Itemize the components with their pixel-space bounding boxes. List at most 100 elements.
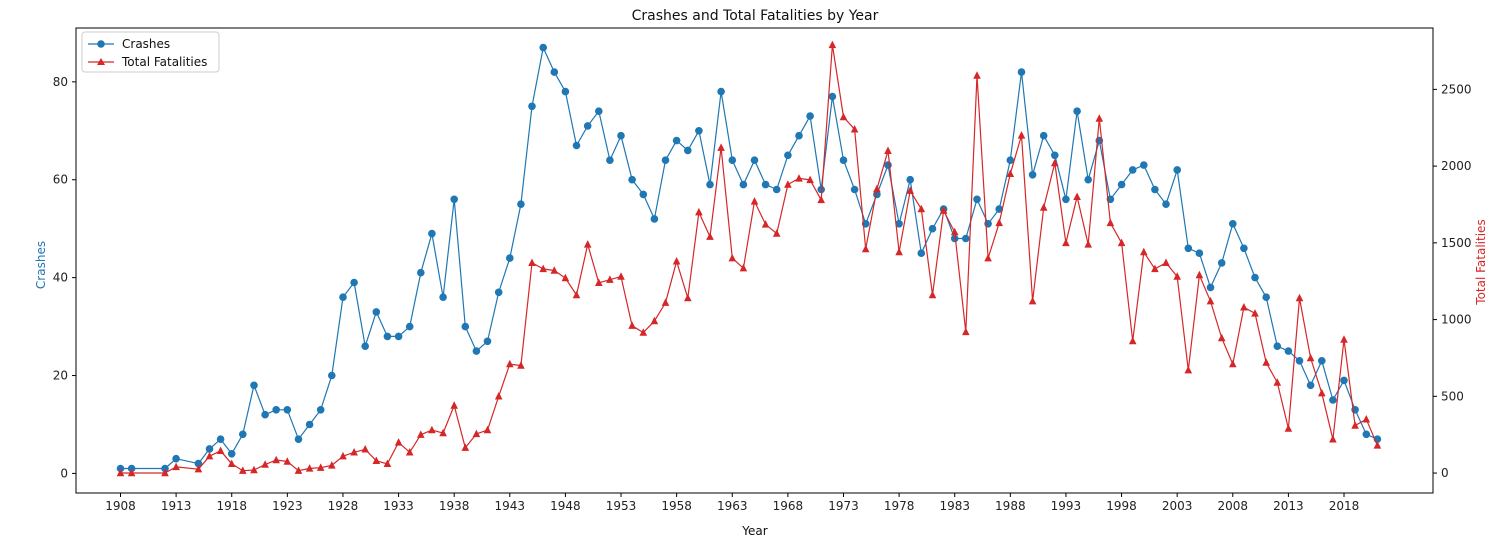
x-tick-label: 1978 bbox=[884, 499, 915, 513]
crashes-point bbox=[494, 288, 503, 297]
fatalities-point bbox=[1273, 378, 1282, 386]
crashes-point bbox=[650, 215, 659, 223]
crashes-point bbox=[817, 185, 825, 194]
fatalities-point bbox=[1017, 131, 1026, 139]
fatalities-point bbox=[628, 321, 636, 329]
x-tick-label: 1983 bbox=[939, 499, 970, 513]
crashes-point bbox=[672, 136, 681, 145]
fatalities-point bbox=[995, 218, 1003, 227]
crashes-point bbox=[1362, 430, 1371, 439]
crashes-point bbox=[1028, 171, 1037, 179]
crashes-point bbox=[850, 185, 859, 194]
fatalities-point bbox=[1251, 309, 1259, 317]
crashes-point bbox=[472, 347, 481, 355]
fatalities-point bbox=[1262, 358, 1270, 366]
fatalities-point bbox=[1062, 238, 1070, 247]
crashes-point bbox=[1318, 357, 1326, 365]
crashes-point bbox=[1151, 185, 1159, 194]
crashes-point bbox=[917, 249, 926, 257]
crashes-point bbox=[316, 406, 325, 414]
crashes-point bbox=[1229, 220, 1237, 228]
fatalities-point bbox=[1117, 238, 1126, 247]
fatalities-point bbox=[661, 298, 670, 306]
legend-fatalities-marker bbox=[97, 58, 105, 65]
plot-area bbox=[116, 40, 1382, 477]
crashes-point bbox=[595, 107, 603, 115]
crashes-point bbox=[383, 332, 392, 341]
x-tick-label: 1943 bbox=[495, 499, 526, 513]
x-tick-label: 2018 bbox=[1329, 499, 1360, 513]
crashes-point bbox=[739, 180, 748, 189]
fatalities-point bbox=[1240, 303, 1248, 311]
crashes-point bbox=[261, 410, 269, 419]
crashes-point bbox=[1195, 249, 1204, 257]
fatalities-point bbox=[283, 457, 292, 465]
y-left-tick-label: 40 bbox=[53, 271, 68, 285]
crashes-point bbox=[1217, 259, 1226, 267]
fatalities-point bbox=[1351, 421, 1359, 429]
crashes-point bbox=[950, 234, 959, 243]
fatalities-point bbox=[873, 184, 881, 193]
y-left-tick-label: 20 bbox=[53, 369, 68, 383]
crashes-point bbox=[1251, 273, 1259, 282]
plot-frame bbox=[75, 27, 1434, 494]
fatalities-point bbox=[1095, 114, 1104, 122]
fatalities-point bbox=[472, 429, 481, 438]
x-tick-label: 1923 bbox=[272, 499, 303, 513]
fatalities-point bbox=[428, 425, 436, 434]
fatalities-point bbox=[939, 206, 948, 214]
fatalities-point bbox=[528, 258, 536, 266]
y-left-tick-label: 60 bbox=[53, 173, 68, 187]
crashes-point bbox=[1084, 175, 1092, 184]
fatalities-point bbox=[1028, 296, 1037, 305]
crashes-point bbox=[339, 293, 347, 302]
crashes-point bbox=[1329, 396, 1337, 404]
crashes-point bbox=[1306, 381, 1315, 390]
fatalities-point bbox=[928, 290, 937, 299]
fatalities-point bbox=[784, 180, 792, 188]
fatalities-point bbox=[1195, 270, 1204, 279]
crashes-point bbox=[750, 156, 759, 164]
fatalities-point bbox=[1318, 388, 1326, 397]
fatalities-point bbox=[172, 462, 180, 471]
legend: Crashes Total Fatalities bbox=[81, 31, 220, 73]
fatalities-point bbox=[294, 466, 303, 474]
crashes-point bbox=[572, 141, 581, 150]
crashes-point bbox=[695, 127, 703, 135]
fatalities-point bbox=[595, 278, 603, 286]
fatalities-point bbox=[1140, 247, 1148, 256]
crashes-point bbox=[1117, 180, 1126, 189]
crashes-point bbox=[717, 87, 725, 96]
fatalities-point bbox=[1373, 441, 1382, 449]
fatalities-point bbox=[539, 264, 547, 273]
x-tick-label: 1953 bbox=[606, 499, 637, 513]
fatalities-point bbox=[884, 146, 892, 154]
crashes-point bbox=[539, 43, 547, 52]
y-right-tick-label: 1000 bbox=[1441, 313, 1472, 327]
crashes-point bbox=[350, 278, 358, 287]
fatalities-point bbox=[205, 451, 214, 460]
fatalities-point bbox=[772, 229, 781, 237]
fatalities-point bbox=[339, 451, 347, 460]
fatalities-point bbox=[1128, 336, 1137, 345]
fatalities-point bbox=[461, 443, 470, 451]
x-tick-label: 1938 bbox=[439, 499, 470, 513]
crashes-point bbox=[1006, 156, 1015, 164]
chart-title: Crashes and Total Fatalities by Year bbox=[632, 8, 879, 24]
fatalities-point bbox=[450, 401, 458, 409]
fatalities-point bbox=[728, 253, 737, 262]
fatalities-point bbox=[906, 186, 914, 194]
fatalities-point bbox=[984, 253, 992, 262]
crashes-point bbox=[839, 156, 848, 164]
fatalities-point bbox=[850, 125, 859, 133]
fatalities-point bbox=[194, 464, 203, 473]
crashes-point bbox=[506, 254, 514, 262]
fatalities-point bbox=[227, 459, 236, 467]
fatalities-point bbox=[706, 232, 714, 240]
fatalities-point bbox=[161, 468, 169, 477]
fatalities-point bbox=[250, 465, 258, 474]
fatalities-point bbox=[1039, 203, 1048, 211]
crashes-point bbox=[962, 234, 970, 243]
fatalities-point bbox=[550, 266, 559, 274]
